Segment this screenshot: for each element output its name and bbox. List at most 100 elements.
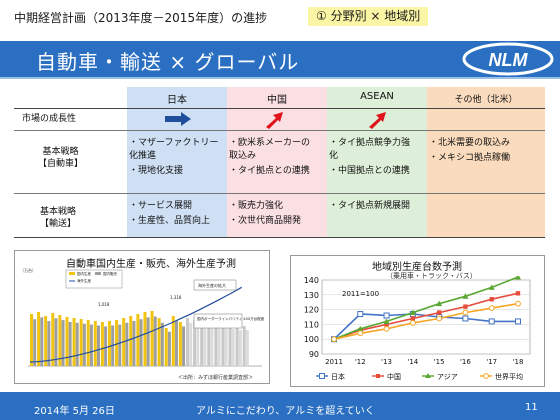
footer-divider — [0, 392, 560, 394]
chart2-xtick-label: '17 — [486, 358, 497, 366]
cell-line: ・マザーファクトリー 化推進 — [129, 138, 219, 161]
column-china-bg — [227, 87, 327, 237]
chart2-series-line — [333, 276, 519, 340]
chart1-bar — [86, 320, 90, 366]
chart2-legend-label: 中国 — [387, 372, 401, 381]
chart2-ytick-label: 120 — [304, 306, 319, 315]
chart1-bar — [146, 317, 150, 366]
chart1-bar — [61, 320, 65, 366]
chart1-bar — [186, 318, 189, 366]
chart1-bar — [72, 318, 76, 366]
chart2-series-line — [333, 292, 519, 340]
cell-line: ・中国拠点との連携 — [329, 166, 410, 176]
cell-line: ・生産性、品質向上 — [129, 216, 211, 226]
cell-line: ・タイ拠点新規展開 — [329, 201, 411, 211]
nlm-logo-icon: NLM — [462, 42, 554, 76]
chart2-legend-label: 世界平均 — [495, 372, 523, 381]
chart2-legend-label: アジア — [437, 373, 458, 381]
row-label-line: 基本戦略 — [42, 147, 79, 157]
column-japan-bg — [127, 87, 227, 237]
column-header-japan: 日本 — [167, 95, 187, 106]
logo-text: NLM — [489, 50, 529, 70]
column-header-asean: ASEAN — [360, 91, 394, 102]
growth-arrow-asean-icon — [369, 112, 386, 129]
chart2-subtitle: （乗用車・トラック・バス） — [386, 272, 477, 280]
chart2-title: 地域別生産台数予測 — [372, 262, 462, 273]
chart1-overseas-line — [29, 286, 242, 363]
chart2-ytick-label: 140 — [304, 276, 319, 285]
chart1-legend-label: 海外生産 — [77, 278, 91, 283]
chart2-point — [410, 316, 416, 321]
chart1-bar — [178, 322, 182, 366]
column-header-other: その他（北米） — [454, 95, 518, 105]
table-divider — [14, 193, 545, 194]
chart2-xtick-label: '14 — [407, 358, 418, 366]
chart2-xtick-label: '13 — [381, 358, 392, 366]
chart2-legend-label: 日本 — [331, 372, 345, 381]
chart1-bar — [164, 328, 168, 366]
table-divider — [14, 108, 545, 109]
chart2-point — [462, 309, 469, 316]
cell-line: ・メキシコ拠点稼働 — [429, 153, 511, 163]
chart1-bar — [189, 322, 193, 366]
chart2-legend-marker — [376, 374, 380, 378]
row-label-auto-strategy: 基本戦略 【自動車】 — [38, 146, 83, 170]
cell-japan-transport: ・サービス展開 ・生産性、品質向上 — [129, 200, 210, 230]
chart1-bar — [217, 327, 221, 366]
row-label-market-growth: 市場の成長性 — [22, 114, 77, 124]
chart1-bar — [210, 326, 214, 366]
legend-swatch — [69, 272, 75, 275]
row-label-line: 【輸送】 — [40, 219, 77, 229]
chart1-callout — [193, 313, 243, 329]
chart1-bar — [175, 321, 178, 366]
cell-line: ・サービス展開 — [129, 201, 193, 211]
chart1-bar — [182, 326, 186, 366]
chart1-bar — [200, 321, 204, 366]
cell-line: ・北米需要の取込み — [429, 138, 511, 148]
cell-japan-auto: ・マザーファクトリー 化推進 ・現地化支援 — [129, 137, 218, 180]
chart1-bar — [125, 322, 129, 366]
chart2-point — [462, 315, 469, 322]
chart2-ytick-label: 100 — [304, 335, 319, 344]
table-divider — [14, 130, 545, 131]
chart2-annotation: 2011=100 — [342, 290, 379, 298]
chart1-bar — [47, 321, 51, 366]
chart2-point — [357, 325, 364, 332]
cell-other-auto: ・北米需要の取込み ・メキシコ拠点稼働 — [429, 137, 510, 167]
chart2-point — [384, 322, 389, 327]
legend-swatch — [95, 272, 101, 275]
chart1-bar — [235, 326, 239, 366]
chart1-callout-text: 海外生産の拡大 — [198, 282, 226, 288]
chart1-bar — [54, 318, 58, 366]
chart1-bar — [132, 321, 136, 366]
column-asean-bg — [327, 87, 427, 237]
page-number: 11 — [525, 402, 538, 413]
chart1-legend-label: 国内販売 — [103, 271, 117, 276]
chart1-unit-label: （万台） — [20, 267, 36, 273]
chart1-callout — [193, 279, 237, 291]
chart1-source-note: ＜出所：みずほ銀行産業調査部＞ — [178, 375, 254, 381]
chart1-title: 自動車国内生産・販売、海外生産予測 — [66, 259, 236, 270]
footer-bar — [0, 394, 560, 420]
chart2-xtick-label: 2011 — [325, 358, 343, 366]
chart2-point — [436, 315, 443, 322]
growth-arrow-japan-icon — [165, 112, 191, 126]
cell-line: ・現地化支援 — [129, 166, 184, 176]
chart2-point — [409, 309, 416, 316]
banner-title: 自動車・輸送 × グローバル — [36, 50, 300, 74]
footer-date: 2014年 5月 26日 — [34, 406, 115, 417]
cell-asean-auto: ・タイ拠点競争力強 化 ・中国拠点との連携 — [329, 137, 410, 180]
chart1-bar — [193, 320, 197, 366]
chart1-bar — [203, 325, 207, 366]
chart2-series-line — [333, 302, 519, 340]
cell-line: ・タイ拠点競争力強 化 — [329, 138, 411, 161]
chart2-legend-marker — [425, 373, 431, 378]
chart1-bar — [100, 322, 104, 366]
banner-divider — [0, 77, 560, 79]
chart1-bar — [139, 319, 143, 366]
chart2-point — [383, 318, 390, 324]
chart2-point — [515, 276, 521, 280]
chart1-bar — [167, 331, 171, 366]
chart1-bar — [79, 319, 83, 366]
chart1-bar — [245, 330, 249, 366]
